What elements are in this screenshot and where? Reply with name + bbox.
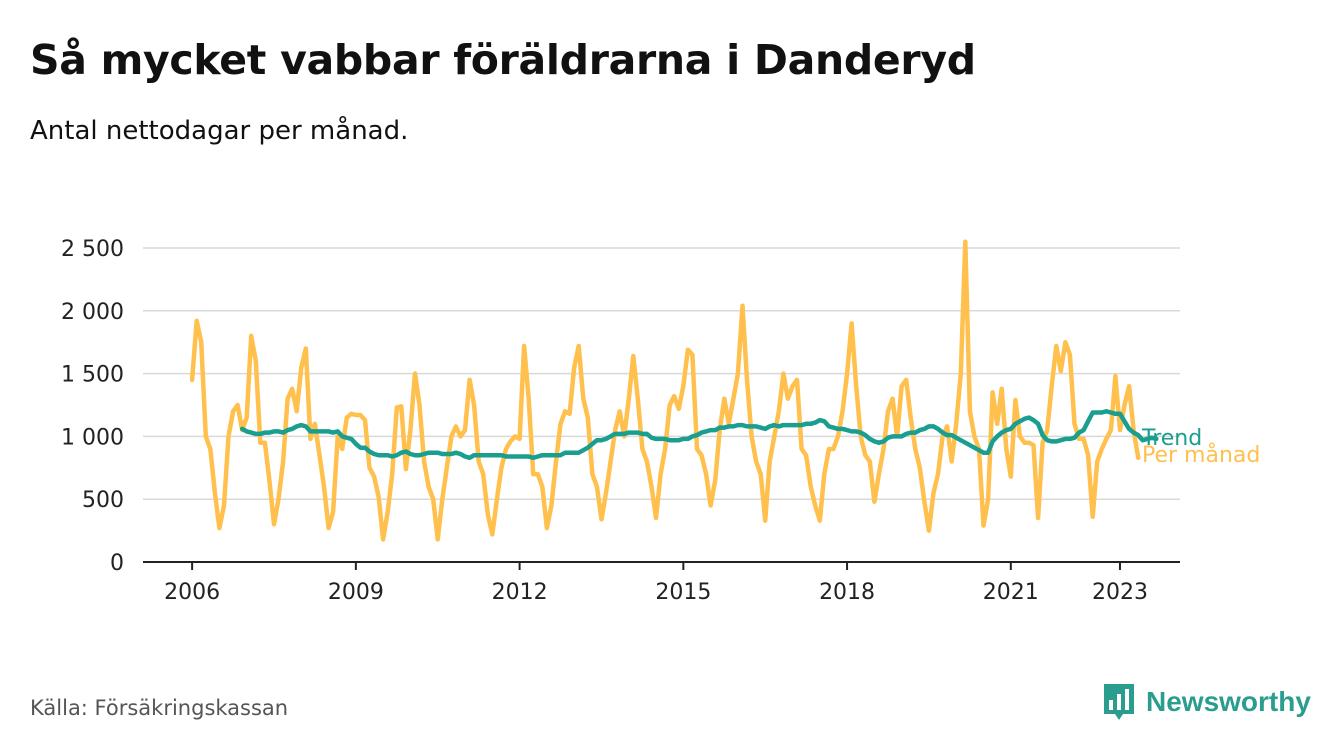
y-tick-label: 1 000 <box>61 425 124 450</box>
y-tick-label: 2 500 <box>61 237 124 262</box>
gridlines <box>143 247 1180 563</box>
x-tick-label: 2006 <box>164 580 220 605</box>
x-tick-label: 2023 <box>1092 580 1148 605</box>
x-tick-label: 2012 <box>492 580 548 605</box>
series-label-per-m-nad: Per månad <box>1142 442 1260 468</box>
x-tick-label: 2015 <box>655 580 711 605</box>
newsworthy-logo-icon <box>1104 684 1134 720</box>
series-line-trend <box>239 409 1159 461</box>
line-chart: 0 500 1 000 1 500 2 000 2 500 2006 2009 2012 201… <box>61 237 1260 605</box>
y-tick-label: 1 500 <box>61 363 124 388</box>
series-label-trend: Trend <box>1141 426 1202 451</box>
brand-name: Newsworthy <box>1146 686 1311 717</box>
x-tick-label: 2021 <box>983 580 1039 605</box>
chart-subtitle: Antal nettodagar per månad. <box>30 116 409 146</box>
y-tick-label: 0 <box>110 551 124 576</box>
source-note: Källa: Försäkringskassan <box>30 696 289 720</box>
x-tick-label: 2009 <box>328 580 384 605</box>
y-tick-label: 2 000 <box>61 300 124 325</box>
y-tick-label: 500 <box>82 488 124 513</box>
series-lines <box>189 239 1159 542</box>
x-tick-label: 2018 <box>819 580 875 605</box>
series-line-per-m-nad <box>189 239 1141 542</box>
page-title: Så mycket vabbar föräldrarna i Danderyd <box>30 36 976 84</box>
brand-logo[interactable]: Newsworthy <box>1102 682 1311 722</box>
x-axis-ticks: 2006 2009 2012 2015 2018 2021 2023 <box>164 562 1148 605</box>
y-axis-ticks: 0 500 1 000 1 500 2 000 2 500 <box>61 237 124 576</box>
